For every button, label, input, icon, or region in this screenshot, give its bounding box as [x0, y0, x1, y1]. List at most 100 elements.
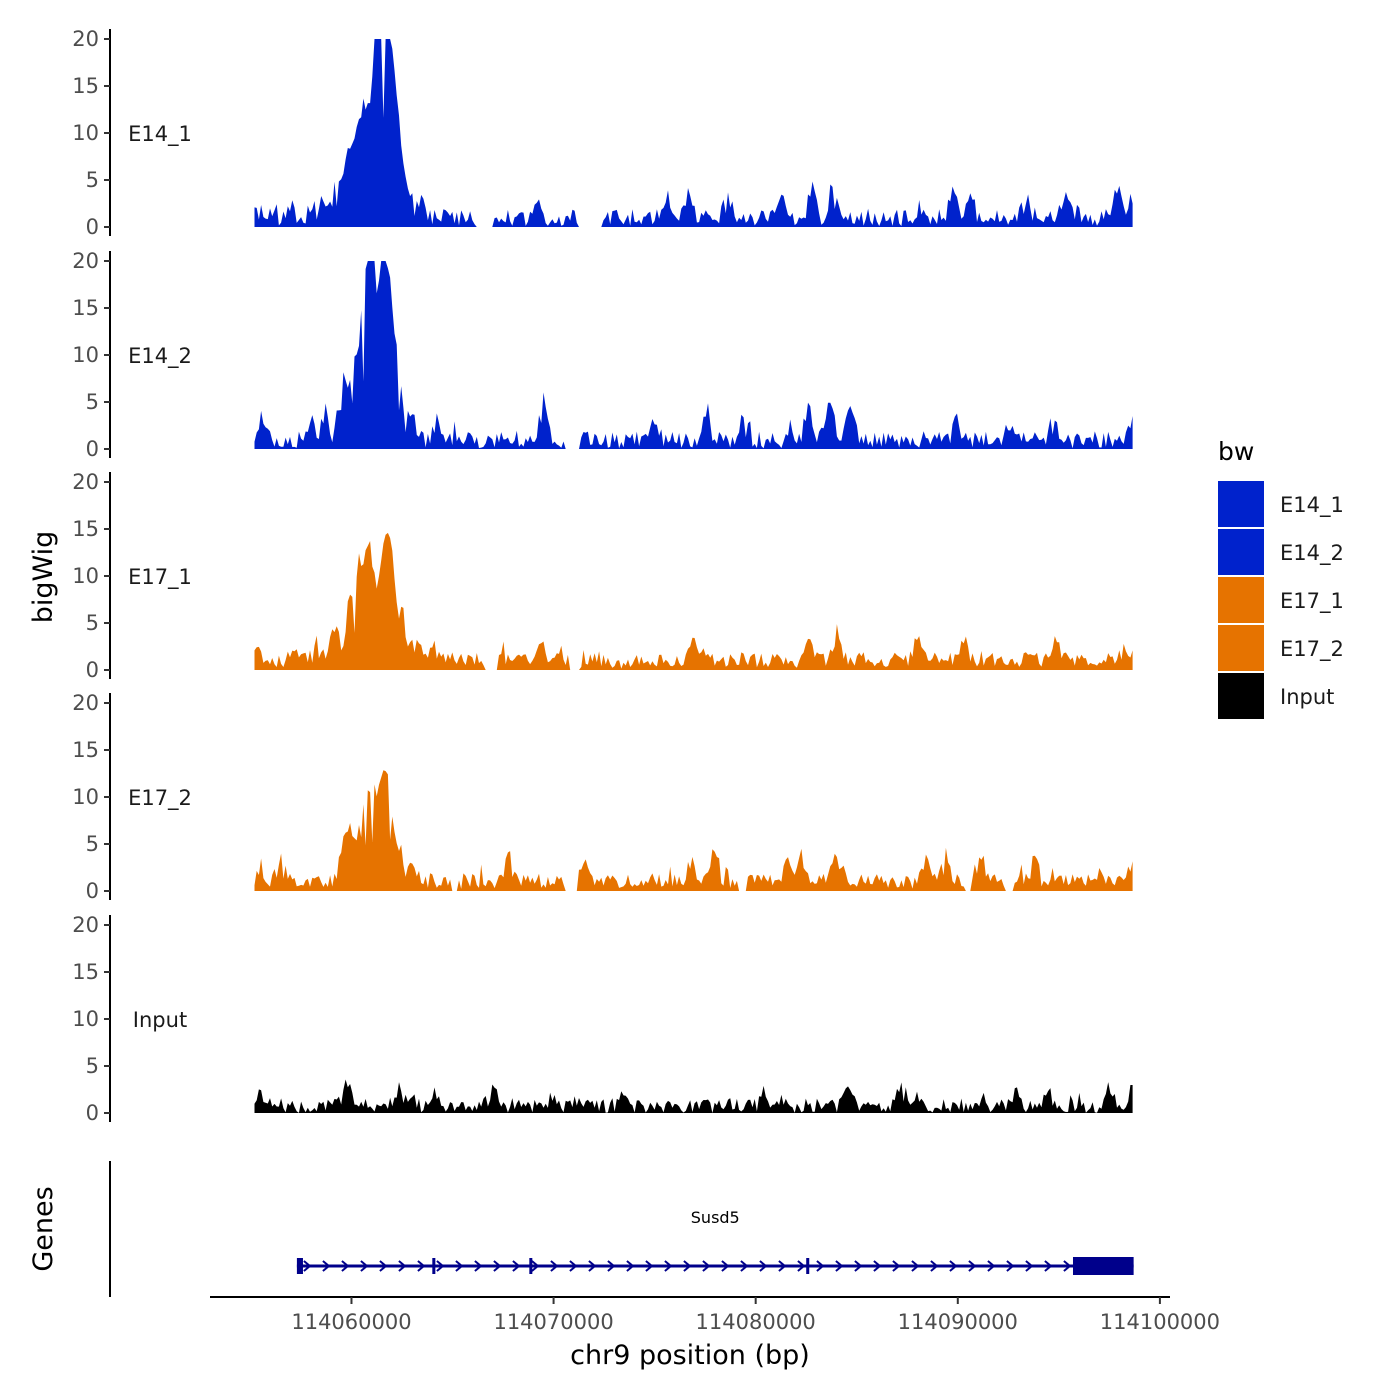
- y-tick-label: 5: [86, 1054, 99, 1078]
- track-label: E17_2: [128, 786, 192, 811]
- strand-arrow: [607, 1260, 616, 1272]
- strand-arrow: [721, 1260, 730, 1272]
- exon: [1072, 1257, 1134, 1275]
- exon: [432, 1258, 436, 1274]
- track-e14-1: 0 5 10 15 20 E14_1: [72, 27, 1133, 239]
- y-tick-label: 15: [72, 74, 99, 98]
- y-tick-label: 10: [72, 564, 99, 588]
- y-tick-label: 20: [72, 470, 99, 494]
- track-label: E17_1: [128, 565, 192, 590]
- strand-arrow: [968, 1260, 977, 1272]
- y-tick-label: 10: [72, 121, 99, 145]
- y-tick-label: 0: [86, 437, 99, 461]
- y-axis-title: bigWig: [28, 531, 59, 624]
- x-axis: 114060000 114070000 114080000 114090000 1141…: [210, 1296, 1220, 1371]
- legend-label: E14_1: [1280, 493, 1344, 518]
- legend-label: E17_2: [1280, 637, 1344, 662]
- legend-item-e17-1: E17_1: [1218, 577, 1344, 623]
- legend-swatch: [1218, 481, 1264, 527]
- strand-arrow: [512, 1260, 521, 1272]
- strand-arrow: [949, 1260, 958, 1272]
- strand-arrow: [474, 1260, 483, 1272]
- legend: bw E14_1 E14_2 E17_1 E17_2 Input: [1218, 437, 1344, 719]
- y-tick-label: 10: [72, 785, 99, 809]
- y-tick-label: 0: [86, 215, 99, 239]
- track-e14-2: 0 5 10 15 20 E14_2: [72, 249, 1133, 461]
- y-tick-label: 5: [86, 832, 99, 856]
- y-tick-label: 15: [72, 738, 99, 762]
- signal-tracks: 0 5 10 15 20 E14_1 0 5 10 15 20 E14_2 0 5 10 15 20 E17_1 0…: [72, 27, 1133, 1125]
- strand-arrow: [341, 1260, 350, 1272]
- strand-arrow: [778, 1260, 787, 1272]
- y-tick-label: 10: [72, 343, 99, 367]
- strand-arrow: [588, 1260, 597, 1272]
- legend-swatch: [1218, 577, 1264, 623]
- strand-arrow: [1063, 1260, 1072, 1272]
- strand-arrow: [664, 1260, 673, 1272]
- exon: [529, 1258, 533, 1274]
- strand-arrow: [759, 1260, 768, 1272]
- legend-swatch: [1218, 673, 1264, 719]
- x-tick-label: 114060000: [291, 1310, 411, 1334]
- legend-item-e14-1: E14_1: [1218, 481, 1344, 527]
- track-label: E14_2: [128, 344, 192, 369]
- gene-name-label: Susd5: [691, 1208, 740, 1227]
- strand-arrow: [569, 1260, 578, 1272]
- track-label: Input: [133, 1008, 187, 1032]
- y-tick-label: 15: [72, 517, 99, 541]
- x-tick-label: 114080000: [696, 1310, 816, 1334]
- track-label: E14_1: [128, 122, 192, 147]
- track-e17-1: 0 5 10 15 20 E17_1: [72, 470, 1133, 682]
- track-input: 0 5 10 15 20 Input: [72, 913, 1133, 1125]
- strand-arrow: [645, 1260, 654, 1272]
- strand-arrow: [398, 1260, 407, 1272]
- y-tick-label: 20: [72, 913, 99, 937]
- strand-arrow: [911, 1260, 920, 1272]
- signal-area: [254, 39, 1133, 227]
- strand-arrow: [1044, 1260, 1053, 1272]
- legend-item-e17-2: E17_2: [1218, 625, 1344, 671]
- strand-arrow: [740, 1260, 749, 1272]
- x-axis-ticks: 114060000 114070000 114080000 114090000 1141…: [291, 1297, 1220, 1334]
- y-tick-label: 5: [86, 390, 99, 414]
- legend-item-input: Input: [1218, 673, 1334, 719]
- legend-label: Input: [1280, 685, 1334, 709]
- strand-arrow: [873, 1260, 882, 1272]
- legend-label: E14_2: [1280, 541, 1344, 566]
- x-tick-label: 114090000: [898, 1310, 1018, 1334]
- strand-arrow: [683, 1260, 692, 1272]
- x-tick-label: 114070000: [493, 1310, 613, 1334]
- y-tick-label: 20: [72, 27, 99, 51]
- y-tick-label: 0: [86, 879, 99, 903]
- y-tick-label: 15: [72, 960, 99, 984]
- signal-area: [254, 770, 1133, 891]
- legend-title: bw: [1218, 437, 1254, 466]
- strand-arrow: [417, 1260, 426, 1272]
- y-tick-label: 10: [72, 1007, 99, 1031]
- gene-track: Susd5 Genes: [28, 1161, 1134, 1297]
- strand-arrow: [531, 1260, 540, 1272]
- gene-models: Susd5: [296, 1208, 1134, 1275]
- signal-area: [254, 261, 1133, 449]
- y-tick-label: 0: [86, 658, 99, 682]
- gene-susd5: Susd5: [296, 1208, 1134, 1275]
- legend-swatch: [1218, 625, 1264, 671]
- strand-arrow: [436, 1260, 445, 1272]
- y-tick-label: 15: [72, 296, 99, 320]
- strand-arrow: [455, 1260, 464, 1272]
- strand-arrow: [854, 1260, 863, 1272]
- legend-label: E17_1: [1280, 589, 1344, 614]
- strand-arrow: [303, 1260, 312, 1272]
- exon: [296, 1258, 303, 1274]
- signal-area: [254, 532, 1133, 670]
- strand-arrow: [1025, 1260, 1034, 1272]
- legend-item-e14-2: E14_2: [1218, 529, 1344, 575]
- exon: [806, 1258, 810, 1274]
- legend-items: E14_1 E14_2 E17_1 E17_2 Input: [1218, 481, 1344, 719]
- strand-arrow: [1006, 1260, 1015, 1272]
- strand-arrow: [626, 1260, 635, 1272]
- strand-arrow: [493, 1260, 502, 1272]
- strand-arrow: [987, 1260, 996, 1272]
- strand-arrow: [797, 1260, 806, 1272]
